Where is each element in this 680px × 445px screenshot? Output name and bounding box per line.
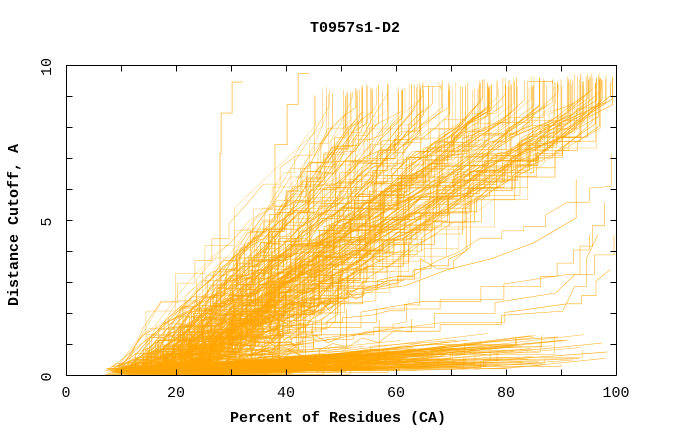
svg-text:Percent of Residues (CA): Percent of Residues (CA) — [230, 410, 446, 427]
svg-text:Distance Cutoff, A: Distance Cutoff, A — [6, 144, 23, 306]
svg-text:80: 80 — [497, 385, 515, 402]
svg-text:20: 20 — [167, 385, 185, 402]
svg-text:0: 0 — [39, 372, 56, 381]
svg-text:40: 40 — [277, 385, 295, 402]
svg-text:5: 5 — [39, 217, 56, 226]
svg-text:T0957s1-D2: T0957s1-D2 — [310, 20, 400, 37]
svg-text:100: 100 — [602, 385, 629, 402]
svg-text:60: 60 — [387, 385, 405, 402]
svg-text:10: 10 — [39, 58, 56, 76]
svg-text:0: 0 — [61, 385, 70, 402]
